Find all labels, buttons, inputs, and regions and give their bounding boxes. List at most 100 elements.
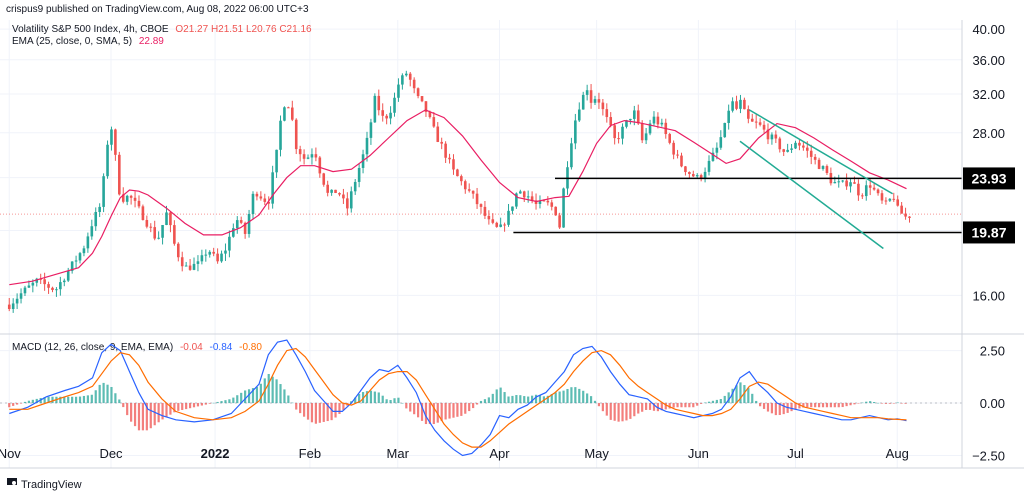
- macd-histogram-bar: [723, 395, 726, 404]
- candle-body: [719, 137, 723, 148]
- candle-body: [601, 102, 605, 110]
- candle-body: [306, 157, 310, 159]
- candle-body: [849, 182, 852, 187]
- tradingview-logo-text: TradingView: [21, 479, 82, 491]
- candle-body: [385, 115, 388, 119]
- candle-body: [424, 101, 428, 112]
- macd-histogram-bar: [625, 403, 628, 421]
- macd-histogram-bar: [417, 403, 420, 418]
- candle-body: [55, 289, 58, 291]
- macd-histogram-bar: [267, 373, 270, 404]
- macd-histogram-bar: [609, 403, 612, 420]
- macd-histogram-bar: [71, 396, 74, 404]
- macd-histogram-bar: [782, 403, 785, 415]
- macd-histogram-bar: [888, 403, 891, 404]
- macd-histogram-bar: [873, 402, 876, 404]
- candle-body: [691, 174, 695, 177]
- price-tick-label: 16.00: [972, 288, 1005, 303]
- candle-body: [841, 180, 844, 182]
- candle-body: [228, 236, 231, 251]
- macd-histogram-bar: [562, 390, 565, 404]
- support-price-badge-bg: [963, 221, 1015, 244]
- candle-body: [833, 182, 837, 184]
- macd-histogram-bar: [770, 403, 774, 414]
- macd-histogram-bar: [487, 397, 490, 404]
- candle-body: [581, 94, 585, 110]
- candle-body: [660, 122, 664, 125]
- macd-histogram-bar: [637, 403, 640, 414]
- macd-histogram-bar: [165, 403, 168, 418]
- macd-histogram-bar: [173, 403, 176, 413]
- candle-body: [857, 183, 860, 196]
- candle-body: [173, 225, 176, 244]
- macd-histogram-bar: [715, 399, 718, 404]
- macd-histogram-bar: [880, 403, 884, 404]
- candle-body: [656, 116, 660, 125]
- macd-histogram-bar: [601, 403, 604, 412]
- macd-histogram-bar: [192, 403, 196, 408]
- candle-body: [546, 200, 550, 203]
- macd-histogram-bar: [483, 399, 487, 404]
- candle-body: [23, 287, 27, 294]
- candle-body: [794, 142, 797, 149]
- signal-line: [9, 347, 907, 448]
- candle-body: [813, 156, 817, 160]
- candle-body: [904, 213, 907, 217]
- macd-histogram-bar: [511, 395, 514, 404]
- macd-histogram-bar: [23, 401, 27, 404]
- macd-histogram-bar: [586, 393, 589, 404]
- macd-histogram-bar: [137, 403, 141, 431]
- macd-histogram-bar: [766, 403, 770, 412]
- candle-body: [699, 175, 703, 179]
- candle-body: [114, 129, 117, 155]
- macd-histogram-bar: [711, 400, 715, 404]
- macd-histogram-bar: [365, 391, 369, 404]
- candle-body: [460, 176, 463, 182]
- macd-histogram-bar: [849, 403, 852, 406]
- candle-body: [145, 219, 149, 227]
- candle-body: [782, 149, 786, 152]
- candle-body: [876, 189, 880, 194]
- macd-histogram-bar: [302, 403, 306, 417]
- candle-body: [59, 282, 62, 290]
- macd-histogram-bar: [27, 400, 31, 404]
- macd-histogram-bar: [475, 403, 479, 405]
- candle-body: [735, 101, 738, 109]
- candle-body: [558, 215, 561, 228]
- candle-body: [428, 111, 432, 118]
- candle-body: [861, 195, 864, 197]
- candle-body: [778, 138, 782, 150]
- candle-body: [279, 120, 282, 150]
- macd-histogram-bar: [503, 392, 506, 404]
- candle-body: [444, 143, 447, 158]
- candle-body: [900, 205, 903, 214]
- macd-histogram-bar: [759, 403, 762, 407]
- tradingview-logo: TradingView: [7, 478, 82, 491]
- macd-histogram-bar: [707, 401, 711, 404]
- axes: 40.0036.0032.0028.0024.0020.0016.002.500…: [0, 22, 1015, 464]
- candle-body: [11, 303, 15, 310]
- candle-body: [165, 212, 168, 226]
- macd-histogram-bar: [762, 403, 766, 409]
- candle-body: [896, 199, 900, 206]
- macd-histogram-bar: [645, 403, 648, 410]
- macd-histogram-bar: [468, 403, 471, 412]
- macd-histogram-bar: [78, 396, 82, 404]
- candle-body: [137, 200, 141, 207]
- candle-body: [880, 193, 884, 201]
- candle-body: [291, 107, 294, 120]
- time-tick-label: Nov: [0, 446, 21, 461]
- candle-body: [342, 194, 345, 199]
- candle-body: [110, 129, 113, 145]
- macd-histogram-bar: [216, 401, 219, 404]
- time-tick-label: Apr: [489, 446, 510, 461]
- candle-body: [538, 200, 542, 205]
- tradingview-logo-icon: [7, 478, 17, 485]
- candle-body: [609, 117, 613, 126]
- macd-tick-label: 0.00: [980, 396, 1005, 411]
- macd-histogram-bar: [401, 403, 404, 404]
- candle-body: [629, 118, 632, 121]
- macd-histogram-bar: [660, 403, 663, 411]
- macd-histogram-bar: [456, 403, 459, 417]
- candle-body: [294, 119, 298, 150]
